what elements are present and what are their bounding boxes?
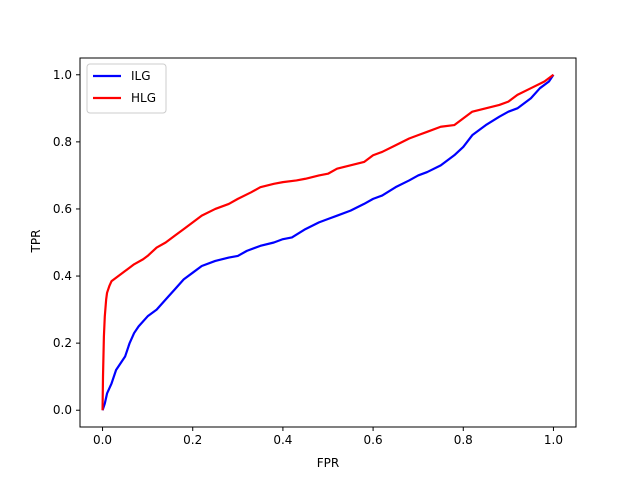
legend-label-ilg: ILG [131,69,151,83]
series-line-hlg [101,73,555,411]
y-axis-label: TPR [29,230,43,254]
x-tick-label: 0.4 [273,433,292,447]
axes: 0.0 0.2 0.4 0.6 0.8 1.0 0.0 0.2 0.4 0.6 0.8 1.0 [53,57,577,447]
legend-label-hlg: HLG [131,91,156,105]
x-tick-label: 0.6 [364,433,383,447]
y-tick-label: 0.0 [53,403,72,417]
x-tick-label: 1.0 [544,433,563,447]
x-tick-label: 0.8 [454,433,473,447]
legend: ILG HLG [86,63,167,114]
series-line-ilg [101,74,555,411]
x-tick-label: 0.2 [183,433,202,447]
x-tick-label: 0.0 [93,433,112,447]
x-axis-label: FPR [317,456,339,470]
y-tick-label: 0.8 [53,135,72,149]
plot-area [101,73,555,411]
y-tick-label: 1.0 [53,68,72,82]
y-tick-label: 0.2 [53,336,72,350]
legend-box [86,63,167,114]
axes-frame [79,57,577,428]
y-tick-label: 0.6 [53,202,72,216]
y-tick-label: 0.4 [53,269,72,283]
